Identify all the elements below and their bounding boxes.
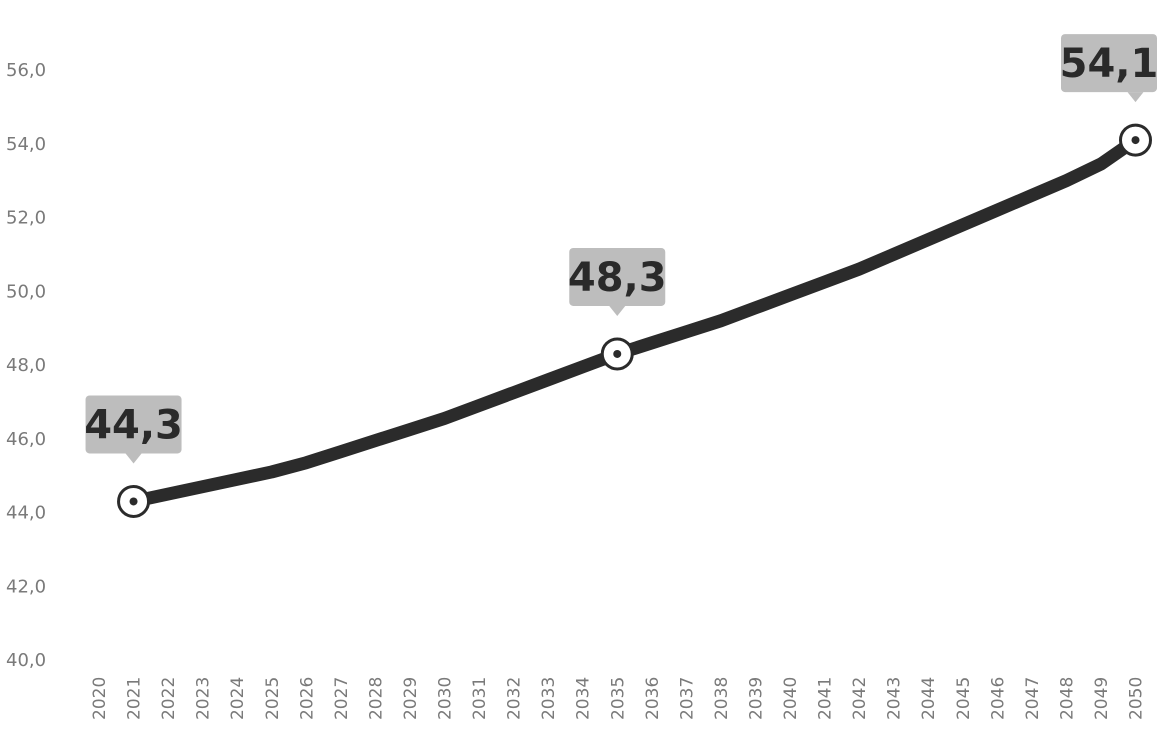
x-tick-label: 2033 [539,677,559,720]
x-tick-label: 2029 [401,677,421,720]
series-line [127,133,1142,508]
data-label-background [1061,34,1157,93]
x-tick-label: 2046 [988,677,1008,720]
data-label-pointer [609,305,626,316]
plot-area [127,133,1142,508]
y-tick-label: 42,0 [6,576,46,597]
x-tick-label: 2048 [1057,677,1077,720]
y-tick-label: 44,0 [6,503,46,524]
x-tick-label: 2021 [125,677,145,720]
data-label: 54,1 [1060,34,1159,103]
x-tick-label: 2023 [194,677,214,720]
data-label-text: 48,3 [568,255,667,301]
x-tick-label: 2036 [643,677,663,720]
x-tick-label: 2050 [1127,677,1147,720]
x-tick-label: 2047 [1023,677,1043,720]
highlight-marker [117,484,151,518]
x-axis: 2020 2021 2022 2023 2024 2025 2026 2027 2028 2029… [90,677,1147,720]
y-axis: 40,0 42,0 44,0 46,0 48,0 50,0 52,0 54,0 56,0 [6,60,46,671]
x-tick-label: 2025 [263,677,283,720]
markers-layer [117,123,1152,518]
x-tick-label: 2049 [1092,677,1112,720]
x-tick-label: 2026 [297,677,317,720]
x-tick-label: 2042 [850,677,870,720]
data-label: 44,3 [84,395,183,464]
x-tick-label: 2041 [816,677,836,720]
x-tick-label: 2044 [919,677,939,720]
data-label-background [85,395,182,454]
x-tick-label: 2040 [781,677,801,720]
x-tick-label: 2024 [228,677,248,720]
data-label-pointer [1127,92,1144,103]
data-label-text: 54,1 [1060,41,1159,87]
highlight-marker [1119,123,1152,157]
data-label-text: 44,3 [84,402,183,448]
x-tick-label: 2038 [712,677,732,720]
x-tick-label: 2037 [677,677,697,720]
data-label: 48,3 [568,247,667,316]
x-tick-label: 2034 [574,677,594,720]
x-tick-label: 2035 [608,677,628,720]
x-tick-label: 2045 [954,677,974,720]
highlight-marker [600,337,634,371]
y-tick-label: 56,0 [6,60,46,81]
x-tick-label: 2030 [436,677,456,720]
marker-dot [613,349,622,358]
x-tick-label: 2043 [885,677,905,720]
y-tick-label: 48,0 [6,355,46,376]
data-labels-layer: 44,3 48,3 54,1 [84,34,1159,464]
marker-dot [129,497,138,506]
y-tick-label: 50,0 [6,281,46,302]
x-tick-label: 2027 [332,677,352,720]
data-label-background [569,247,666,306]
y-tick-label: 40,0 [6,650,46,671]
data-label-pointer [125,453,142,464]
y-tick-label: 46,0 [6,429,46,450]
x-tick-label: 2039 [746,677,766,720]
x-tick-label: 2022 [159,677,179,720]
marker-dot [1131,136,1140,145]
x-tick-label: 2031 [470,677,490,720]
y-tick-label: 54,0 [6,134,46,155]
x-tick-label: 2032 [505,677,525,720]
y-tick-label: 52,0 [6,208,46,229]
x-tick-label: 2028 [366,677,386,720]
x-tick-label: 2020 [90,677,110,720]
